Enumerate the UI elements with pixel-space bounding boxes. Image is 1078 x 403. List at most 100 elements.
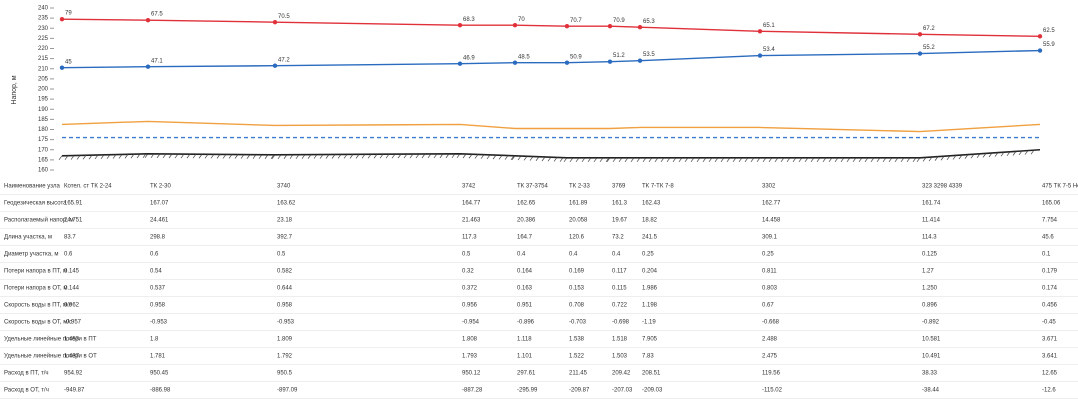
row-label: Длина участка, м	[4, 235, 52, 241]
ground-hatch	[804, 157, 809, 163]
point-label: 53.5	[643, 52, 655, 58]
table-cell: 0.25	[762, 252, 774, 258]
ground-hatch	[964, 154, 969, 159]
point	[917, 51, 923, 56]
table-cell: 0.6	[64, 252, 73, 258]
table-cell: -207.03	[612, 388, 633, 394]
table-cell: -1.19	[642, 320, 656, 326]
table-cell: Котел. ст ТК 2-24	[64, 184, 112, 190]
ground-hatch	[970, 153, 975, 159]
table-cell: 164.7	[517, 235, 533, 241]
ground-hatch	[289, 154, 294, 159]
point-label: 65.1	[763, 23, 775, 29]
ground-hatch	[379, 154, 384, 159]
y-tick-label: 165	[38, 157, 49, 163]
table-cell: 1.198	[642, 303, 658, 309]
table-cell: 1.986	[642, 286, 658, 292]
table-cell: 23.18	[277, 218, 293, 224]
table-cell: 3.641	[1042, 354, 1058, 360]
ground-hatch	[186, 153, 191, 159]
ground-hatch	[112, 154, 117, 159]
ground-hatch	[118, 154, 123, 159]
ground-hatch	[156, 153, 161, 159]
table-cell: 1.437	[64, 354, 80, 360]
ground-hatch	[575, 157, 580, 163]
row-label: Расход в ПТ, т/ч	[4, 371, 49, 377]
table-cell: 0.582	[277, 269, 293, 275]
table-cell: 1.538	[569, 337, 585, 343]
row-label: Скорость воды в ПТ, м/с	[4, 303, 72, 309]
ground-hatch	[106, 154, 111, 159]
ground-hatch	[331, 154, 336, 159]
table-cell: 1.27	[922, 269, 934, 275]
ground-hatch	[355, 154, 360, 159]
ground-hatch	[648, 157, 653, 163]
table-cell: 10.491	[922, 354, 941, 360]
point-label: 55.2	[923, 45, 935, 51]
ground-hatch	[498, 155, 503, 160]
ground-hatch	[882, 157, 887, 163]
ground-hatch	[744, 157, 749, 163]
table-cell: 20.386	[517, 218, 536, 224]
ground-hatch	[82, 155, 87, 160]
table-cell: ТК 2-33	[569, 184, 590, 190]
ground-hatch	[780, 157, 785, 163]
ground-hatch	[756, 157, 761, 163]
ground-hatch	[636, 157, 641, 163]
ground-hatch	[750, 157, 755, 163]
table-cell: 0.5	[462, 252, 471, 258]
ground-hatch	[474, 154, 479, 159]
table-cell: 0.4	[569, 252, 578, 258]
table-cell: 0.115	[612, 286, 627, 292]
point-label: 70	[518, 17, 525, 23]
ground-hatch	[708, 157, 713, 163]
ground-hatch	[397, 153, 402, 159]
series-line	[61, 120, 1041, 133]
table-cell: -38.44	[922, 388, 940, 394]
ground-hatch	[367, 154, 372, 159]
table-cell: 1.522	[569, 354, 585, 360]
y-tick-label: 210	[38, 66, 49, 72]
table-cell: 83.7	[64, 235, 76, 241]
ground-hatch	[385, 153, 390, 159]
ground-hatch	[732, 157, 737, 163]
ground-hatch	[916, 157, 921, 163]
table-cell: 7.754	[1042, 218, 1058, 224]
table-cell: 0.25	[642, 252, 654, 258]
ground-hatch	[222, 154, 227, 159]
table-cell: 3302	[762, 184, 776, 190]
point	[757, 29, 763, 34]
ground-hatch	[136, 153, 141, 159]
point	[457, 23, 463, 28]
table-cell: 162.65	[517, 201, 536, 207]
y-tick-label: 225	[38, 36, 49, 42]
ground-hatch	[433, 153, 438, 159]
ground-hatch	[928, 156, 933, 162]
ground-hatch	[888, 157, 893, 163]
table-cell: 1.250	[922, 286, 938, 292]
table-cell: 2.475	[762, 354, 778, 360]
table-cell: 0.144	[64, 286, 80, 292]
ground-hatch	[702, 157, 707, 163]
table-cell: -887.28	[462, 388, 483, 394]
ground-hatch	[210, 154, 215, 159]
ground-hatch	[1030, 149, 1035, 155]
point-label: 53.4	[763, 47, 775, 53]
table-cell: 950.12	[462, 371, 481, 377]
table-cell: -0.954	[462, 320, 480, 326]
row-label: Удельные линейные потери в ПТ	[4, 336, 97, 343]
table-cell: 164.77	[462, 201, 481, 207]
ground-hatch	[559, 157, 564, 162]
ground-hatch	[547, 157, 552, 162]
table-cell: 161.74	[922, 201, 941, 207]
table-cell: 0.958	[150, 303, 166, 309]
ground-hatch	[690, 157, 695, 163]
table-cell: 114.3	[922, 235, 937, 241]
point-label: 79	[65, 11, 72, 17]
y-tick-label: 180	[38, 127, 49, 133]
table-cell: 0.803	[762, 286, 778, 292]
ground-hatch	[313, 154, 318, 159]
table-cell: -0.896	[517, 320, 535, 326]
ground-hatch	[822, 157, 827, 163]
table-cell: 0.117	[612, 269, 627, 275]
